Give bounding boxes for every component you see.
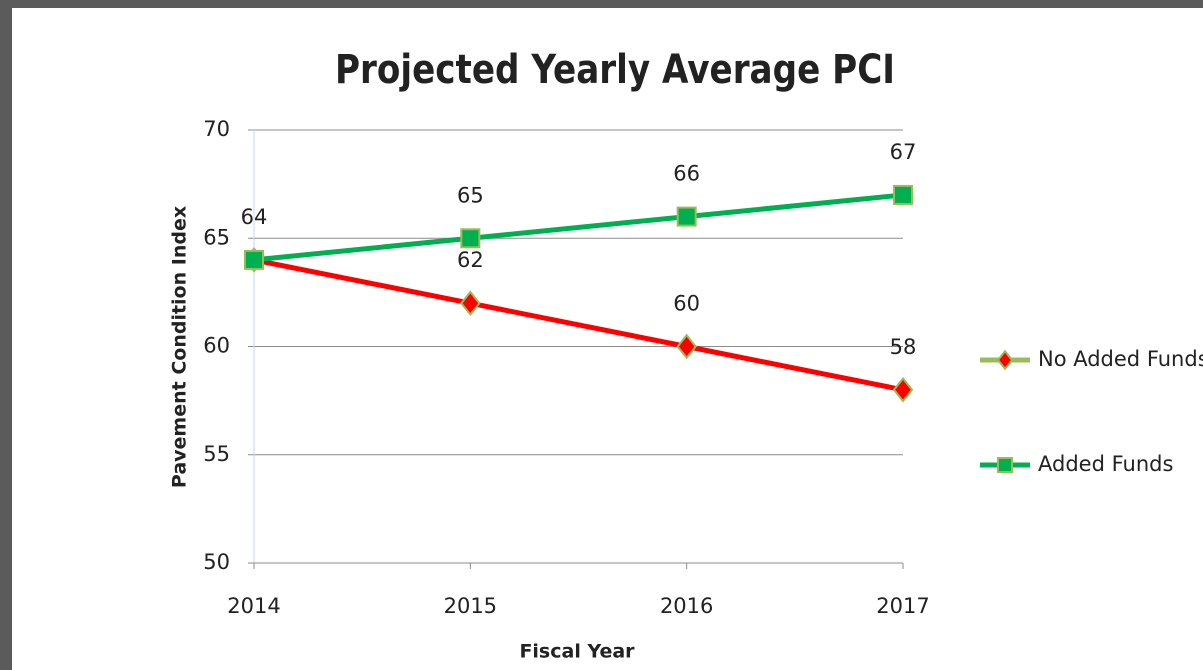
marker (244, 249, 264, 270)
x-tick-label: 2017 (876, 594, 929, 618)
x-axis-label: Fiscal Year (519, 641, 635, 663)
legend-label: No Added Funds (1038, 347, 1203, 371)
data-label: 65 (457, 183, 484, 207)
marker (460, 228, 481, 249)
y-axis-label: Pavement Condition Index (169, 206, 191, 488)
chart-background (12, 8, 1203, 670)
x-tick-label: 2016 (660, 594, 713, 618)
marker (997, 457, 1013, 473)
marker (893, 184, 913, 205)
series-line (253, 257, 904, 393)
data-label: 64 (241, 205, 268, 229)
legend-label: Added Funds (1038, 452, 1173, 476)
y-tick-label: 50 (203, 550, 230, 574)
y-tick-label: 55 (203, 442, 230, 466)
y-tick-label: 65 (203, 225, 230, 249)
data-label: 62 (457, 248, 484, 272)
series-line (253, 192, 904, 263)
marker (460, 290, 481, 317)
data-label: 67 (890, 140, 917, 164)
y-tick-label: 70 (203, 117, 230, 141)
marker (676, 333, 697, 360)
data-label: 60 (673, 292, 700, 316)
marker (892, 376, 914, 403)
data-label: 66 (673, 162, 700, 186)
marker (676, 206, 697, 227)
marker (996, 349, 1014, 371)
x-tick-label: 2014 (227, 594, 280, 618)
data-label: 58 (890, 335, 917, 359)
x-tick-label: 2015 (444, 594, 497, 618)
chart-title: Projected Yearly Average PCI (335, 47, 895, 93)
y-tick-label: 60 (203, 334, 230, 358)
